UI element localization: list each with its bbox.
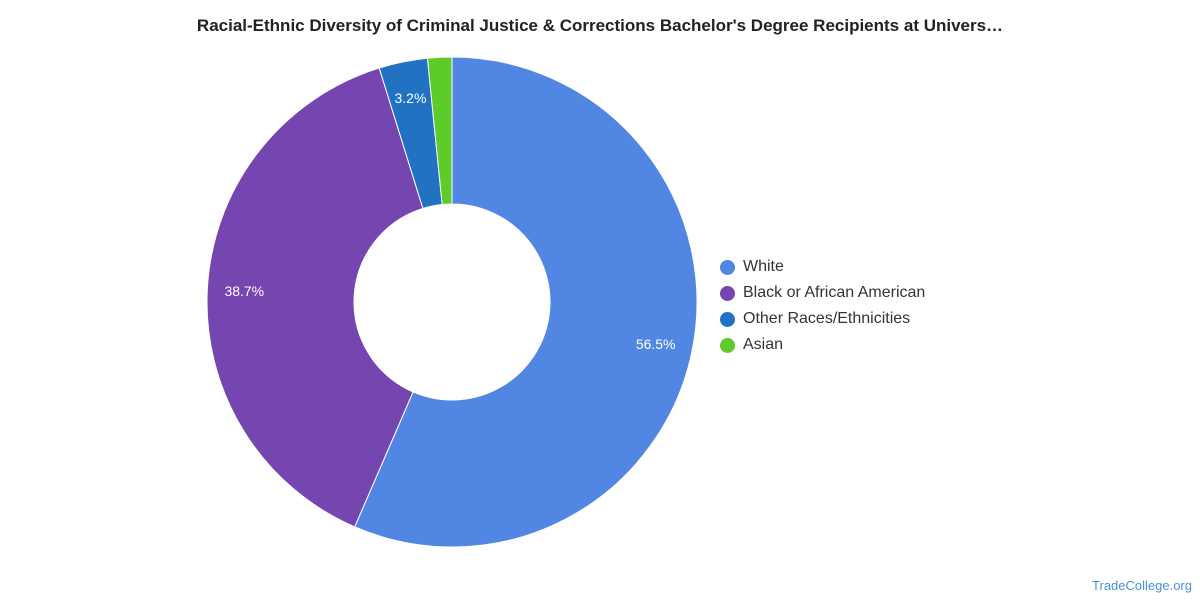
legend-item-black-or-african-american[interactable]: Black or African American <box>720 280 925 306</box>
slice-asian[interactable] <box>426 56 453 206</box>
legend-item-asian[interactable]: Asian <box>720 332 925 358</box>
chart-title: Racial-Ethnic Diversity of Criminal Just… <box>196 16 1004 35</box>
legend-label-white: White <box>743 258 784 275</box>
slice-label-black-or-african-american: 38.7% <box>224 283 264 299</box>
slice-label-other-races-ethnicities: 3.2% <box>394 90 426 106</box>
legend-swatch-other-races-ethnicities <box>720 311 735 327</box>
slice-black-or-african-american[interactable] <box>206 67 424 528</box>
legend-item-white[interactable]: White <box>720 254 925 280</box>
legend-swatch-asian <box>720 337 735 353</box>
slice-white[interactable] <box>354 56 698 548</box>
legend-swatch-white <box>720 259 735 275</box>
legend-swatch-black-or-african-american <box>720 285 735 301</box>
slices-group <box>206 56 698 548</box>
slice-labels-group: 56.5% 38.7% 3.2% <box>224 90 675 352</box>
legend: White Black or African American Other Ra… <box>720 254 925 358</box>
watermark: TradeCollege.org <box>1092 578 1192 593</box>
slice-label-white: 56.5% <box>636 336 676 352</box>
legend-label-other-races-ethnicities: Other Races/Ethnicities <box>743 310 911 327</box>
legend-item-other-races-ethnicities[interactable]: Other Races/Ethnicities <box>720 306 925 332</box>
legend-label-asian: Asian <box>743 336 784 353</box>
legend-label-black-or-african-american: Black or African American <box>743 284 926 301</box>
